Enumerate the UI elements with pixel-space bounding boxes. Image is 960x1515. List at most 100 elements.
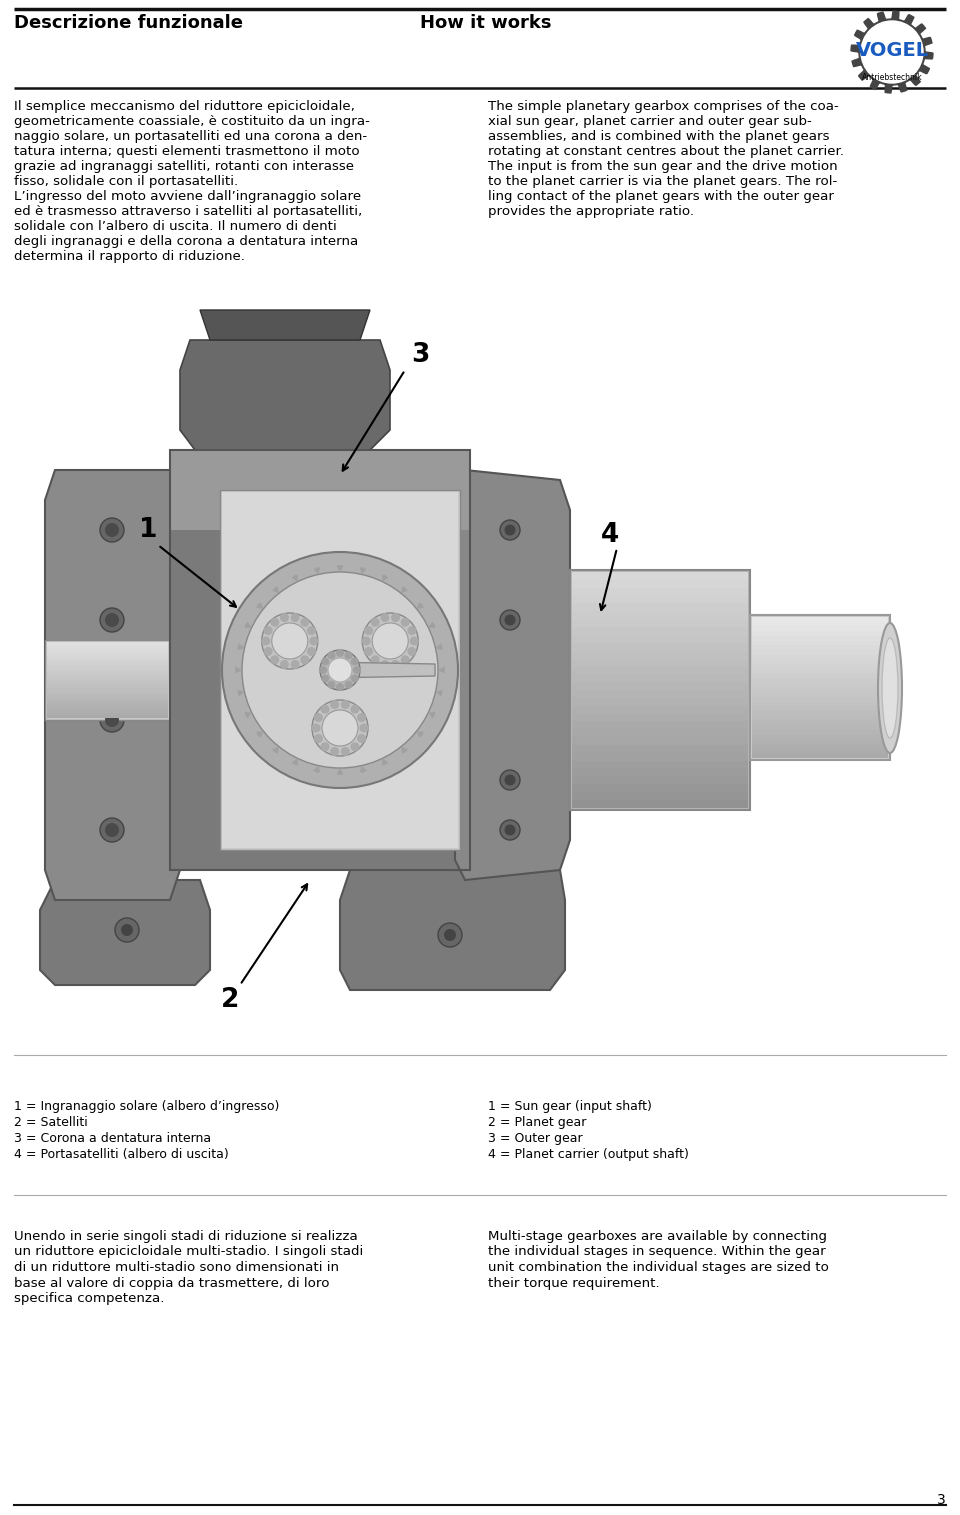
Text: di un riduttore multi-stadio sono dimensionati in: di un riduttore multi-stadio sono dimens… bbox=[14, 1260, 339, 1274]
Bar bbox=[47, 651, 168, 654]
Text: un riduttore epicicloidale multi-stadio. I singoli stadi: un riduttore epicicloidale multi-stadio.… bbox=[14, 1245, 363, 1259]
Bar bbox=[47, 658, 168, 659]
Circle shape bbox=[345, 680, 352, 689]
Circle shape bbox=[327, 680, 335, 689]
Text: Multi-stage gearboxes are available by connecting: Multi-stage gearboxes are available by c… bbox=[488, 1230, 827, 1242]
Bar bbox=[47, 673, 168, 676]
Bar bbox=[572, 659, 748, 667]
Text: solidale con l’albero di uscita. Il numero di denti: solidale con l’albero di uscita. Il nume… bbox=[14, 220, 337, 233]
Bar bbox=[47, 683, 168, 685]
Polygon shape bbox=[45, 470, 180, 900]
Bar bbox=[45, 639, 170, 720]
Wedge shape bbox=[428, 712, 435, 718]
Bar bbox=[752, 621, 888, 626]
Circle shape bbox=[300, 656, 309, 664]
Wedge shape bbox=[436, 644, 443, 650]
Text: geometricamente coassiale, è costituito da un ingra-: geometricamente coassiale, è costituito … bbox=[14, 115, 370, 127]
Bar bbox=[752, 645, 888, 650]
Circle shape bbox=[505, 615, 516, 626]
Bar bbox=[752, 730, 888, 735]
Circle shape bbox=[391, 661, 400, 670]
Circle shape bbox=[359, 724, 369, 732]
Bar bbox=[750, 615, 890, 761]
Circle shape bbox=[330, 747, 339, 756]
Circle shape bbox=[330, 700, 339, 709]
Circle shape bbox=[100, 818, 124, 842]
Bar bbox=[752, 715, 888, 721]
Bar bbox=[47, 715, 168, 718]
Text: 1: 1 bbox=[139, 517, 157, 542]
Bar bbox=[752, 726, 888, 730]
Ellipse shape bbox=[882, 638, 898, 738]
Bar bbox=[47, 703, 168, 706]
Bar bbox=[752, 711, 888, 715]
Text: base al valore di coppia da trasmettere, di loro: base al valore di coppia da trasmettere,… bbox=[14, 1277, 329, 1289]
Circle shape bbox=[261, 636, 271, 645]
Bar bbox=[47, 688, 168, 691]
Circle shape bbox=[391, 614, 400, 623]
Bar bbox=[47, 644, 168, 647]
Text: rotating at constant centres about the planet carrier.: rotating at constant centres about the p… bbox=[488, 145, 844, 158]
Bar bbox=[752, 632, 888, 636]
Circle shape bbox=[322, 674, 329, 682]
Bar bbox=[572, 761, 748, 768]
Circle shape bbox=[222, 551, 458, 788]
Text: Antriebstechnik: Antriebstechnik bbox=[862, 73, 923, 82]
Bar bbox=[572, 745, 748, 753]
Wedge shape bbox=[237, 644, 245, 650]
Circle shape bbox=[371, 618, 380, 627]
Circle shape bbox=[314, 714, 323, 723]
Circle shape bbox=[500, 820, 520, 839]
Wedge shape bbox=[237, 689, 245, 697]
Circle shape bbox=[861, 21, 923, 83]
Bar bbox=[572, 612, 748, 620]
Circle shape bbox=[307, 647, 316, 656]
Bar bbox=[47, 691, 168, 692]
Text: 3: 3 bbox=[411, 342, 429, 368]
Circle shape bbox=[372, 623, 408, 659]
Text: specifica competenza.: specifica competenza. bbox=[14, 1292, 164, 1304]
Circle shape bbox=[322, 711, 358, 745]
Bar bbox=[47, 670, 168, 673]
Bar bbox=[47, 667, 168, 670]
Bar bbox=[572, 620, 748, 627]
Circle shape bbox=[115, 918, 139, 942]
Circle shape bbox=[312, 700, 368, 756]
Bar bbox=[572, 595, 748, 603]
Bar bbox=[752, 673, 888, 679]
Bar bbox=[47, 647, 168, 650]
Text: Descrizione funzionale: Descrizione funzionale bbox=[14, 14, 243, 32]
Circle shape bbox=[438, 923, 462, 947]
Bar bbox=[572, 729, 748, 738]
Circle shape bbox=[364, 626, 373, 635]
Bar bbox=[220, 489, 460, 850]
Wedge shape bbox=[256, 603, 263, 609]
Wedge shape bbox=[436, 689, 443, 697]
Wedge shape bbox=[313, 568, 321, 574]
Bar bbox=[572, 698, 748, 706]
Text: ling contact of the planet gears with the outer gear: ling contact of the planet gears with th… bbox=[488, 189, 834, 203]
Bar bbox=[752, 692, 888, 697]
Wedge shape bbox=[438, 667, 445, 674]
Circle shape bbox=[322, 658, 329, 665]
Bar bbox=[47, 665, 168, 667]
Text: tatura interna; questi elementi trasmettono il moto: tatura interna; questi elementi trasmett… bbox=[14, 145, 360, 158]
Bar bbox=[752, 739, 888, 744]
Bar bbox=[572, 682, 748, 689]
Wedge shape bbox=[292, 574, 298, 582]
Circle shape bbox=[336, 683, 344, 691]
Circle shape bbox=[328, 658, 352, 682]
Polygon shape bbox=[340, 870, 565, 989]
Text: their torque requirement.: their torque requirement. bbox=[488, 1277, 660, 1289]
Bar bbox=[752, 748, 888, 753]
Bar bbox=[752, 735, 888, 739]
Text: naggio solare, un portasatelliti ed una corona a den-: naggio solare, un portasatelliti ed una … bbox=[14, 130, 367, 142]
Wedge shape bbox=[417, 603, 423, 609]
Bar bbox=[572, 635, 748, 642]
Circle shape bbox=[314, 733, 323, 742]
Wedge shape bbox=[417, 732, 423, 738]
Circle shape bbox=[380, 661, 390, 670]
Circle shape bbox=[320, 650, 360, 689]
Circle shape bbox=[280, 614, 289, 623]
Text: 3 = Corona a dentatura interna: 3 = Corona a dentatura interna bbox=[14, 1132, 211, 1145]
